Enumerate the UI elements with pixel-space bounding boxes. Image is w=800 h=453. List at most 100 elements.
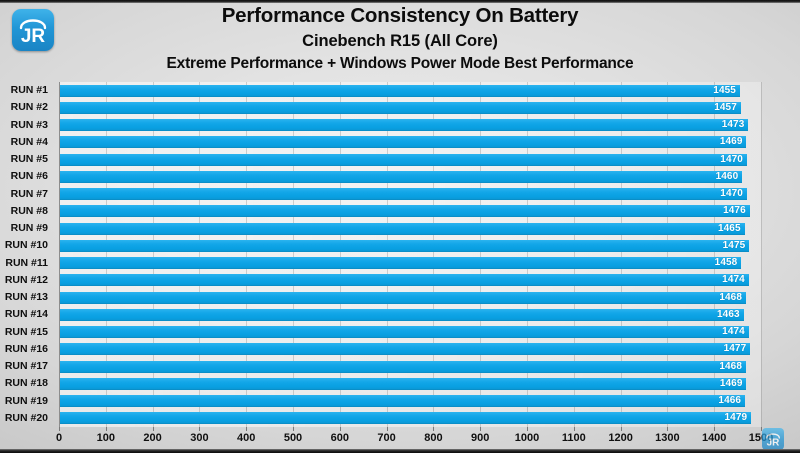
bar-row: 1457 [59, 101, 761, 114]
category-label: RUN #16 [4, 342, 48, 355]
bar-value-label: 1473 [721, 119, 745, 131]
category-label: RUN #5 [10, 153, 48, 166]
category-label: RUN #2 [10, 101, 48, 114]
category-label: RUN #18 [4, 377, 48, 390]
plot-background [59, 82, 761, 427]
bar-value-label: 1458 [714, 257, 738, 269]
bar: 1479 [59, 412, 752, 425]
bar: 1455 [59, 84, 740, 97]
y-axis-line [59, 82, 60, 427]
bar: 1470 [59, 188, 747, 201]
bar-row: 1474 [59, 274, 761, 287]
x-axis-tick [620, 427, 622, 431]
bar-row: 1474 [59, 326, 761, 339]
category-label: RUN #3 [10, 118, 48, 131]
bar-value-label: 1474 [722, 274, 745, 286]
chart-subtitle: Cinebench R15 (All Core) [302, 32, 498, 50]
x-axis-tick [105, 427, 107, 431]
bar: 1465 [59, 222, 745, 235]
bar-row: 1468 [59, 291, 761, 304]
x-axis-tick-label: 900 [471, 432, 490, 444]
bottom-edge-band [0, 449, 800, 453]
category-label: RUN #19 [4, 394, 48, 407]
bar: 1477 [59, 343, 751, 356]
x-axis-tick-label: 700 [377, 432, 396, 444]
gridline [480, 82, 482, 427]
bar-value-label: 1460 [715, 170, 739, 182]
x-axis-tick-label: 200 [143, 432, 162, 444]
bar-value-label: 1469 [719, 377, 743, 389]
bar-row: 1470 [59, 188, 761, 201]
x-axis-tick [59, 427, 60, 431]
chart-subtitle-2: Extreme Performance + Windows Power Mode… [166, 55, 634, 72]
bar-row: 1477 [59, 343, 761, 356]
bar-row: 1469 [59, 377, 761, 390]
bar-value-label: 1477 [723, 343, 747, 355]
x-axis-tick [433, 427, 435, 431]
gridline [293, 82, 294, 427]
x-axis-tick-label: 100 [96, 432, 115, 444]
bar-value-label: 1455 [713, 84, 736, 96]
bar: 1458 [59, 257, 742, 270]
jr-logo: JR [12, 9, 54, 51]
gridline [714, 82, 716, 427]
chart-titles: Performance Consistency On Battery Cineb… [0, 4, 800, 74]
x-axis: 0 100 200 300 400 500 600 700 800 900 1000 1100 1200… [0, 427, 800, 453]
category-label: RUN #9 [10, 222, 48, 235]
x-axis-tick [386, 427, 388, 431]
bar: 1473 [59, 119, 749, 132]
x-axis-tick [339, 427, 341, 431]
x-axis-tick [199, 427, 201, 431]
svg-text:JR: JR [767, 437, 780, 448]
x-axis-tick-label: 1000 [514, 432, 540, 444]
x-axis-tick [714, 427, 716, 431]
gridline [339, 82, 341, 427]
category-label: RUN #20 [4, 411, 48, 424]
bar-value-label: 1475 [722, 239, 746, 251]
bar-value-label: 1463 [717, 308, 740, 320]
category-label: RUN #12 [4, 273, 48, 286]
bar: 1475 [59, 239, 750, 252]
category-label: RUN #6 [10, 170, 48, 183]
bar-row: 1466 [59, 395, 761, 408]
x-axis-tick [293, 427, 294, 431]
category-label: RUN #4 [10, 135, 48, 148]
category-label: RUN #11 [5, 256, 48, 269]
category-label: RUN #7 [10, 187, 48, 200]
x-axis-tick-label: 400 [237, 432, 256, 444]
bar: 1469 [59, 136, 747, 149]
x-axis-tick [246, 427, 248, 431]
gridline [105, 82, 107, 427]
chart-title: Performance Consistency On Battery [221, 4, 579, 27]
bar: 1460 [59, 170, 743, 183]
category-label: RUN #8 [10, 204, 48, 217]
bar-row: 1475 [59, 239, 761, 252]
x-axis-tick-label: 300 [190, 432, 209, 444]
bar-value-label: 1470 [720, 188, 743, 200]
x-axis-tick-label: 600 [330, 432, 349, 444]
category-label: RUN #1 [10, 84, 48, 97]
bar-value-label: 1469 [719, 136, 743, 148]
x-axis-tick-label: 0 [55, 432, 63, 444]
x-axis-tick-label: 800 [424, 432, 443, 444]
gridline [620, 82, 622, 427]
gridline [199, 82, 201, 427]
bar-value-label: 1466 [718, 395, 742, 407]
bar-value-label: 1468 [719, 291, 743, 303]
bar-row: 1468 [59, 360, 761, 373]
plot-area: 1455 1457 1473 1469 1470 1460 1470 1476 1465 1475… [59, 82, 762, 427]
gridline [386, 82, 388, 427]
bar-row: 1476 [59, 205, 761, 218]
x-axis-tick-label: 1400 [701, 432, 727, 444]
bar-value-label: 1474 [722, 326, 745, 338]
bar-row: 1463 [59, 308, 761, 321]
gridline [761, 82, 762, 427]
x-axis-tick [152, 427, 154, 431]
gridline [433, 82, 435, 427]
bar-value-label: 1457 [714, 101, 737, 113]
gridline [246, 82, 248, 427]
bar-row: 1455 [59, 84, 761, 97]
category-label: RUN #17 [4, 360, 48, 373]
top-edge-band [0, 0, 800, 3]
